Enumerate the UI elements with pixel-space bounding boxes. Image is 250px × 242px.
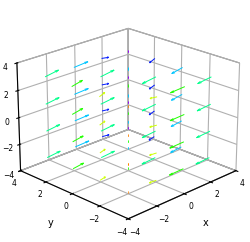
X-axis label: x: x: [203, 218, 209, 228]
Y-axis label: y: y: [48, 218, 53, 228]
